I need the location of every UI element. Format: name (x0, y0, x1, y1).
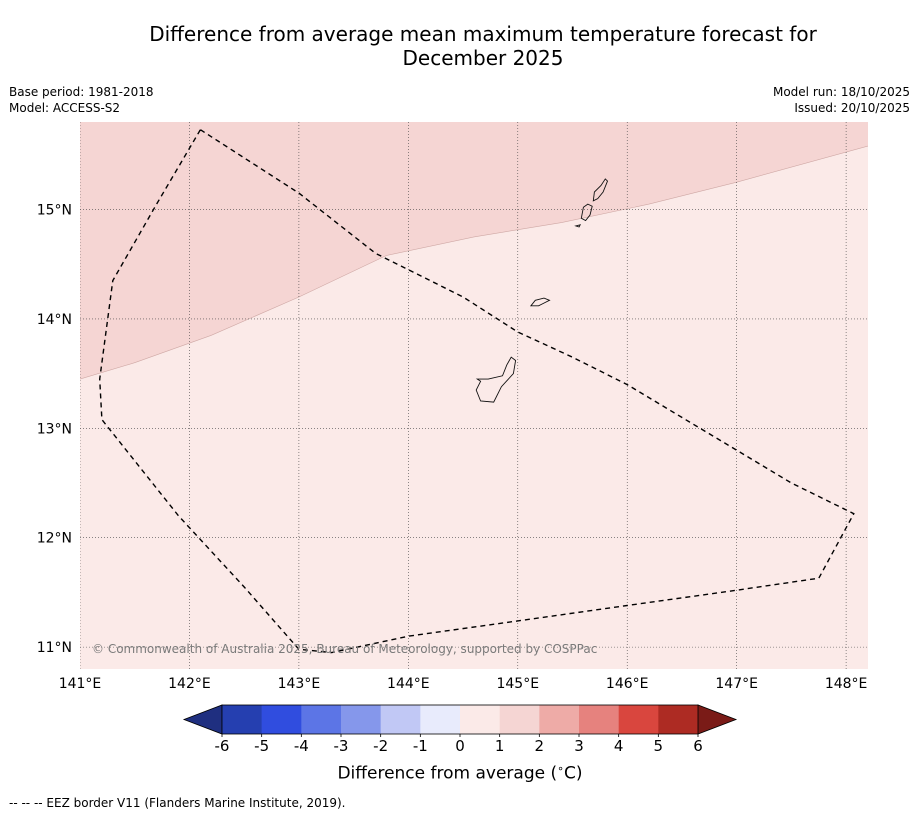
lon-tick-label: 146°E (606, 676, 649, 692)
colorbar-swatch (420, 705, 461, 734)
lon-tick-label: 144°E (387, 676, 430, 692)
issued-date: Issued: 20/10/2025 (794, 101, 910, 115)
lat-tick-label: 11°N (37, 640, 72, 656)
colorbar-tick-label: -4 (294, 737, 309, 755)
lat-tick-label: 13°N (37, 421, 72, 437)
island-aguijan (574, 224, 582, 228)
colorbar-tick-label: -2 (373, 737, 388, 755)
colorbar: -6 -5 -4 -3 -2 -1 0 1 2 3 4 5 6 (182, 704, 738, 755)
colorbar-tick-label: 2 (535, 737, 545, 755)
island-guam (475, 356, 517, 403)
metadata-left: Base period: 1981-2018 Model: ACCESS-S2 (9, 84, 154, 116)
colorbar-swatch (380, 705, 421, 734)
colorbar-swatch (539, 705, 580, 734)
latitude-ticks: 15°N 14°N 13°N 12°N 11°N (37, 203, 72, 657)
map-content (80, 122, 868, 669)
colorbar-swatch (499, 705, 540, 734)
colorbar-over-arrow (697, 704, 738, 735)
colorbar-tick-label: 0 (455, 737, 465, 755)
model-run: Model run: 18/10/2025 (772, 85, 910, 99)
title-line-2: December 2025 (402, 46, 564, 70)
island-rota (529, 297, 551, 307)
title-line-1: Difference from average mean maximum tem… (149, 22, 817, 46)
anomaly-zone-1-to-2 (80, 122, 868, 380)
colorbar-tick-label: -6 (215, 737, 230, 755)
colorbar-swatch (579, 705, 619, 734)
island-tinian (580, 203, 593, 222)
longitude-ticks: 141°E 142°E 143°E 144°E 145°E 146°E 147°E 148°E (59, 676, 868, 692)
lat-tick-label: 14°N (37, 312, 72, 328)
page-title: Difference from average mean maximum tem… (80, 22, 886, 70)
anomaly-zone-boundary (80, 145, 868, 380)
colorbar-tick-label: 5 (654, 737, 664, 755)
lon-tick-label: 147°E (715, 676, 758, 692)
graticule (80, 122, 868, 669)
lon-tick-label: 148°E (825, 676, 868, 692)
colorbar-tick-label: -1 (413, 737, 428, 755)
base-period: Base period: 1981-2018 (9, 85, 154, 99)
lat-tick-label: 15°N (37, 203, 72, 219)
colorbar-swatch (341, 705, 381, 734)
colorbar-title-suffix: C) (564, 763, 583, 784)
colorbar-under-arrow (182, 704, 223, 735)
colorbar-swatch (460, 705, 500, 734)
lon-tick-label: 145°E (496, 676, 539, 692)
lat-tick-label: 12°N (37, 531, 72, 547)
colorbar-tick-label: 3 (574, 737, 584, 755)
model-name: Model: ACCESS-S2 (9, 101, 121, 115)
colorbar-tick-label: -5 (254, 737, 269, 755)
lon-tick-label: 141°E (59, 676, 102, 692)
colorbar-swatch (618, 705, 659, 734)
colorbar-tick-label: 4 (614, 737, 624, 755)
colorbar-swatch (222, 705, 262, 734)
colorbar-title: Difference from average (∘C) (184, 762, 736, 784)
copyright-text: © Commonwealth of Australia 2025, Bureau… (92, 642, 597, 656)
islands (475, 178, 609, 403)
lon-tick-label: 143°E (278, 676, 321, 692)
colorbar-swatch (261, 705, 302, 734)
colorbar-swatch (301, 705, 342, 734)
colorbar-tick-label: -3 (334, 737, 349, 755)
colorbar-tick-label: 1 (495, 737, 505, 755)
island-saipan (592, 178, 609, 202)
colorbar-degree-symbol: ∘ (557, 762, 564, 775)
eez-footnote: -- -- -- EEZ border V11 (Flanders Marine… (9, 796, 346, 810)
metadata-right: Model run: 18/10/2025 Issued: 20/10/2025 (773, 84, 910, 116)
colorbar-swatch (658, 705, 699, 734)
colorbar-title-text: Difference from average ( (337, 763, 558, 784)
lon-tick-label: 142°E (168, 676, 211, 692)
colorbar-tick-label: 6 (693, 737, 703, 755)
